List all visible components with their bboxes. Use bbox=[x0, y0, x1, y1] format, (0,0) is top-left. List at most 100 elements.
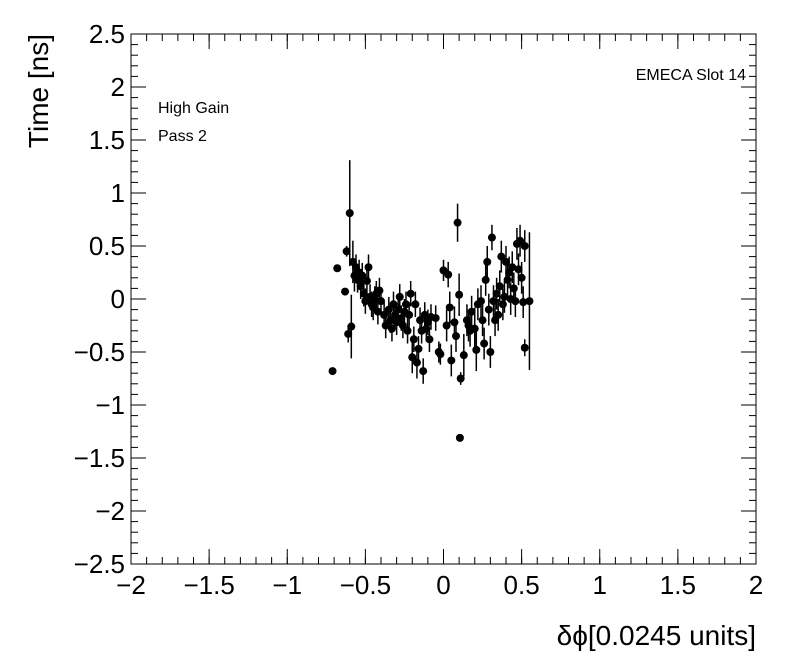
data-point bbox=[478, 316, 487, 325]
data-point bbox=[472, 345, 481, 354]
x-tick-label: −1 bbox=[272, 570, 302, 600]
x-tick-label: 0 bbox=[436, 570, 450, 600]
data-point bbox=[403, 326, 412, 335]
x-tick-label: 0.5 bbox=[504, 570, 540, 600]
data-point bbox=[500, 292, 509, 301]
data-point bbox=[381, 321, 390, 330]
data-point bbox=[359, 289, 368, 298]
data-point bbox=[509, 284, 518, 293]
x-tick-label: 1 bbox=[593, 570, 607, 600]
data-point bbox=[347, 322, 356, 331]
data-point bbox=[405, 310, 414, 319]
data-point bbox=[387, 324, 396, 333]
data-point bbox=[377, 297, 385, 306]
axis-ticks bbox=[130, 33, 757, 565]
x-axis-title: δϕ[0.0245 units] bbox=[557, 620, 756, 651]
data-point bbox=[455, 290, 464, 299]
data-point bbox=[394, 305, 403, 314]
data-point bbox=[520, 242, 529, 250]
y-tick-label: −2.5 bbox=[74, 549, 125, 579]
data-point bbox=[497, 252, 506, 261]
data-point bbox=[406, 289, 415, 298]
data-point bbox=[398, 321, 407, 330]
data-point bbox=[484, 305, 493, 314]
tick-labels: −2 −1.5 −1 −0.5 0 0.5 1 1.5 2−2.5−2−1.5−1−0.500.… bbox=[74, 19, 764, 600]
data-point bbox=[419, 367, 428, 376]
data-point bbox=[397, 314, 406, 323]
annotation-high-gain: High Gain bbox=[158, 100, 229, 117]
data-point bbox=[487, 233, 496, 242]
data-point bbox=[503, 275, 512, 284]
data-point bbox=[345, 209, 354, 218]
data-point bbox=[477, 297, 485, 306]
y-tick-label: 0.5 bbox=[89, 231, 125, 261]
data-point bbox=[456, 374, 465, 383]
data-point bbox=[333, 264, 342, 273]
data-point bbox=[342, 247, 351, 256]
data-point bbox=[459, 351, 468, 360]
y-tick-label: 2.5 bbox=[89, 19, 125, 49]
data-point bbox=[514, 265, 523, 274]
data-point bbox=[420, 310, 429, 319]
data-point bbox=[495, 282, 504, 291]
data-point bbox=[358, 271, 367, 280]
data-point bbox=[445, 303, 454, 312]
data-point bbox=[412, 358, 421, 367]
data-point bbox=[442, 321, 451, 330]
y-tick-label: −1 bbox=[95, 390, 125, 420]
data-point bbox=[511, 297, 520, 306]
data-point bbox=[431, 314, 440, 323]
data-point bbox=[470, 324, 479, 333]
annotation-top-right: EMECA Slot 14 bbox=[636, 67, 746, 84]
y-tick-label: 2 bbox=[111, 72, 125, 102]
data-point bbox=[517, 273, 526, 282]
x-tick-label: 2 bbox=[749, 570, 763, 600]
data-point bbox=[502, 257, 510, 266]
data-point bbox=[402, 300, 410, 309]
data-point bbox=[364, 263, 373, 272]
y-tick-label: −1.5 bbox=[74, 443, 125, 473]
data-point bbox=[344, 329, 353, 338]
data-point bbox=[414, 344, 423, 353]
x-tick-label: −1.5 bbox=[183, 570, 234, 600]
data-points bbox=[328, 209, 534, 442]
annotation-pass: Pass 2 bbox=[158, 128, 207, 145]
x-tick-label: 1.5 bbox=[660, 570, 696, 600]
data-point bbox=[452, 332, 460, 341]
data-point bbox=[489, 297, 498, 306]
data-point bbox=[356, 282, 365, 291]
data-point bbox=[380, 310, 389, 319]
data-point bbox=[508, 263, 517, 272]
data-point bbox=[436, 350, 445, 359]
data-point bbox=[425, 335, 434, 344]
data-point bbox=[341, 287, 350, 296]
data-point bbox=[483, 257, 492, 266]
data-point bbox=[481, 275, 490, 284]
data-point bbox=[520, 343, 529, 352]
data-point bbox=[416, 316, 425, 325]
x-tick-label: −0.5 bbox=[340, 570, 391, 600]
data-point bbox=[467, 307, 476, 316]
data-point bbox=[328, 367, 337, 376]
data-point bbox=[492, 289, 501, 298]
data-point bbox=[519, 298, 528, 307]
data-point bbox=[375, 286, 384, 295]
data-point bbox=[447, 356, 456, 365]
data-point bbox=[450, 318, 459, 327]
data-point bbox=[362, 276, 371, 285]
data-point bbox=[455, 433, 464, 442]
data-point bbox=[486, 348, 495, 356]
data-point bbox=[494, 310, 503, 319]
data-point bbox=[373, 307, 382, 316]
data-point bbox=[525, 297, 534, 306]
data-point bbox=[422, 324, 431, 333]
y-tick-label: −2 bbox=[95, 496, 125, 526]
y-tick-label: 1.5 bbox=[89, 125, 125, 155]
x-tick-label: −2 bbox=[116, 570, 146, 600]
y-axis-title: Time [ns] bbox=[23, 34, 54, 148]
data-point bbox=[453, 218, 462, 227]
data-point bbox=[498, 300, 507, 309]
data-point bbox=[411, 300, 420, 309]
data-point bbox=[444, 270, 453, 279]
